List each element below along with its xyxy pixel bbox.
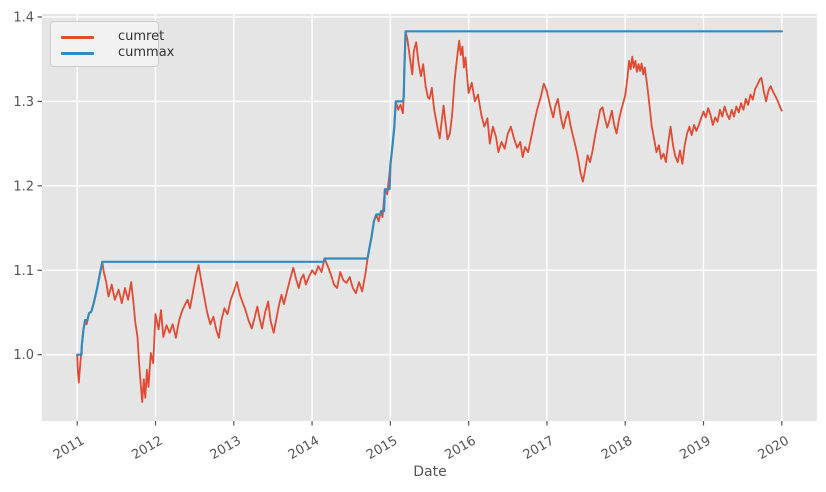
legend-entry-cummax: cummax xyxy=(61,45,174,61)
legend-label: cummax xyxy=(118,45,175,60)
legend-label: cumret xyxy=(118,29,165,44)
y-tick-label: 1.1 xyxy=(13,264,34,279)
x-tick-label: 2018 xyxy=(599,433,635,463)
x-tick-label: 2019 xyxy=(677,433,713,463)
x-tick-label: 2013 xyxy=(208,433,244,463)
y-tick-label: 1.4 xyxy=(13,10,34,25)
y-tick-label: 1.2 xyxy=(13,179,34,194)
series-line-cumret xyxy=(76,30,783,403)
x-tick-label: 2016 xyxy=(442,433,478,463)
y-tick-label: 1.0 xyxy=(13,348,34,363)
y-tick-label: 1.3 xyxy=(13,95,34,110)
plot-area xyxy=(42,14,817,421)
x-tick-label: 2020 xyxy=(756,433,792,463)
x-axis-label: Date xyxy=(413,464,447,480)
x-tick-label: 2014 xyxy=(286,433,322,463)
legend-entry-cumret: cumret xyxy=(61,29,164,45)
x-tick-label: 2015 xyxy=(364,433,400,463)
x-tick-label: 2017 xyxy=(521,433,557,463)
x-tick-label: 2012 xyxy=(129,433,165,463)
legend: cumret cummax xyxy=(50,21,174,67)
legend-line-swatch xyxy=(61,35,94,39)
x-tick-label: 2011 xyxy=(51,433,87,463)
legend-line-swatch xyxy=(61,51,94,55)
series-line-cummax xyxy=(76,30,783,356)
